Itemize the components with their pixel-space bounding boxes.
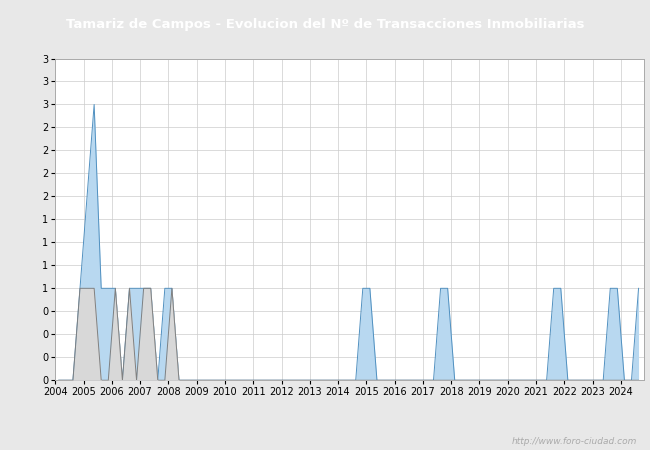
Text: Tamariz de Campos - Evolucion del Nº de Transacciones Inmobiliarias: Tamariz de Campos - Evolucion del Nº de … bbox=[66, 18, 584, 31]
Text: http://www.foro-ciudad.com: http://www.foro-ciudad.com bbox=[512, 436, 637, 446]
